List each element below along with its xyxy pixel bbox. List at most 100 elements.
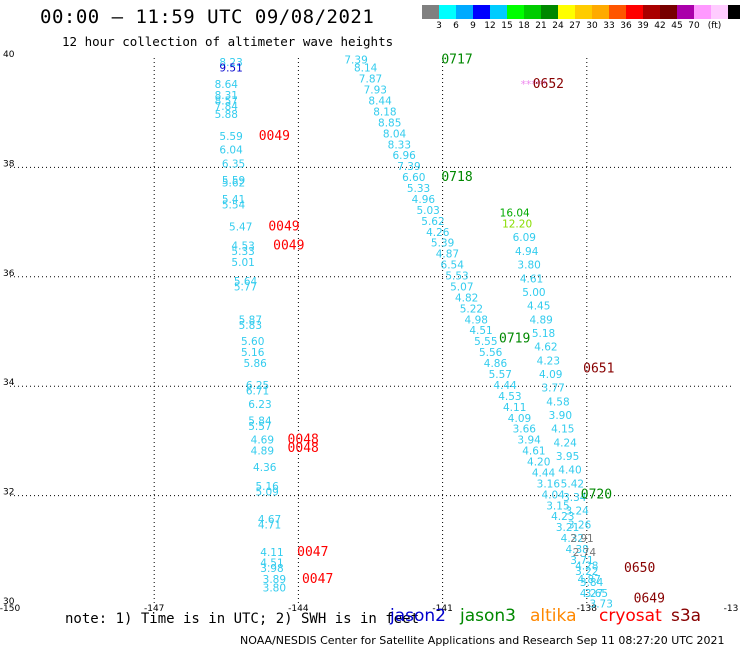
legend-swatch <box>592 5 609 19</box>
legend-swatch <box>609 5 626 19</box>
wave-height-label: 3.94 <box>517 435 541 447</box>
footer-note: note: 1) Time is in UTC; 2) SWH is in fe… <box>65 611 420 627</box>
wave-height-label: 4.36 <box>253 462 277 474</box>
wave-height-label: 5.84 <box>248 415 272 427</box>
wave-height-label: 4.86 <box>484 358 508 370</box>
wave-height-label: 5.42 <box>561 478 584 490</box>
legend-swatch <box>575 5 592 19</box>
wave-height-label: 3.73 <box>590 599 613 611</box>
track-time-label: 0048 <box>288 441 319 456</box>
track-time-label: 0652 <box>533 77 564 92</box>
wave-height-label: 4.89 <box>529 314 552 326</box>
track-time-label: 0720 <box>581 487 612 502</box>
wave-height-label: 4.45 <box>527 301 550 313</box>
legend-swatch <box>728 5 740 19</box>
wave-height-label: 4.11 <box>503 402 526 414</box>
x-tick-label: -141 <box>432 604 452 614</box>
legend-swatch <box>524 5 541 19</box>
wave-height-label: 7.84 <box>215 101 239 113</box>
wave-height-label: 8.57 <box>215 95 238 107</box>
wave-height-label: 9.51 <box>219 63 242 75</box>
wave-height-label: 16.04 <box>500 208 530 220</box>
x-tick-label: -150 <box>0 604 20 614</box>
legend-swatch <box>456 5 473 19</box>
wave-height-label: 3.80 <box>263 582 286 594</box>
wave-height-label: 4.23 <box>537 355 560 367</box>
wave-height-label: 6.23 <box>248 399 271 411</box>
legend-label: 30 <box>586 21 598 31</box>
wave-height-label: 8.04 <box>383 128 407 140</box>
wave-height-label: 3.65 <box>585 588 608 600</box>
wave-height-label: 4.23 <box>551 511 574 523</box>
wave-height-label: 4.09 <box>508 413 531 425</box>
wave-height-label: 5.16 <box>241 347 265 359</box>
track-time-label: 0650 <box>624 561 655 576</box>
wave-height-label: 5.59 <box>219 131 242 143</box>
y-tick-label: 32 <box>3 488 14 498</box>
wave-height-label: 4.27 <box>580 588 603 600</box>
wave-height-label: 5.87 <box>239 314 262 326</box>
wave-height-label: 6.09 <box>513 232 536 244</box>
wave-height-label: 8.85 <box>378 117 401 129</box>
wave-height-label: 4.61 <box>520 273 543 285</box>
legend-swatch <box>490 5 507 19</box>
x-tick-label: -144 <box>288 604 309 614</box>
wave-height-label: 4.51 <box>469 325 492 337</box>
wave-height-label: 3.34 <box>563 492 587 504</box>
wave-height-label: 4.44 <box>532 467 556 479</box>
footer-credit: NOAA/NESDIS Center for Satellite Applica… <box>240 634 725 647</box>
wave-height-label: 7.87 <box>359 74 382 86</box>
wave-height-label: 4.04 <box>541 489 565 501</box>
track-time-label: 0718 <box>441 170 472 185</box>
wave-height-label: 8.44 <box>368 95 392 107</box>
x-tick-label: -13 <box>724 604 739 614</box>
legend-swatch <box>507 5 524 19</box>
legend-label: 24 <box>552 21 564 31</box>
legend-swatch <box>473 5 490 19</box>
legend-swatch <box>439 5 456 19</box>
wave-height-label: 5.03 <box>416 205 439 217</box>
wave-height-label: 3.95 <box>556 451 579 463</box>
legend-label: 12 <box>484 21 496 31</box>
wave-height-label: 5.54 <box>222 199 246 211</box>
wave-height-label: 2.91 <box>570 533 593 545</box>
wave-height-label: 4.98 <box>465 314 488 326</box>
wave-height-label: 5.33 <box>231 246 254 258</box>
x-tick-label: -138 <box>577 604 598 614</box>
wave-height-label: 2.74 <box>573 547 597 559</box>
track-time-label: 0049 <box>259 129 290 144</box>
legend-swatch <box>694 5 711 19</box>
track-time-label: 0047 <box>297 545 328 560</box>
track-time-label: 0719 <box>499 331 530 346</box>
wave-height-label: 5.00 <box>522 287 545 299</box>
y-tick-label: 38 <box>3 159 15 169</box>
wave-height-label: 4.38 <box>565 544 588 556</box>
wave-height-label: 4.58 <box>546 396 569 408</box>
legend-label: 21 <box>535 21 547 31</box>
legend-swatch <box>677 5 694 19</box>
wave-height-label: 3.22 <box>575 566 598 578</box>
track-time-label: 0049 <box>268 219 299 234</box>
wave-height-label: 4.20 <box>527 457 550 469</box>
satellite-label-jason2: jason2 <box>390 606 446 626</box>
legend-label: 9 <box>470 21 476 31</box>
wave-height-label: 4.53 <box>498 391 521 403</box>
wave-height-label: 3.80 <box>517 260 540 272</box>
legend-swatch <box>558 5 575 19</box>
wave-height-label: 4.96 <box>412 194 436 206</box>
wave-height-label: 4.15 <box>551 424 574 436</box>
wave-height-label: 5.07 <box>450 281 473 293</box>
legend-label: 45 <box>671 21 683 31</box>
wave-height-label: 3.89 <box>263 574 286 586</box>
wave-height-label: 4.32 <box>561 533 584 545</box>
legend-label: 3 <box>436 21 442 31</box>
wave-height-label: 7.39 <box>344 54 367 66</box>
wave-height-label: 6.96 <box>392 150 416 162</box>
legend-label: 39 <box>637 21 649 31</box>
wave-height-label: 4.51 <box>260 558 283 570</box>
wave-height-label: 4.69 <box>251 435 274 447</box>
y-tick-label: 34 <box>3 378 15 388</box>
wave-height-label: 3.66 <box>513 424 537 436</box>
wave-height-label: 8.64 <box>215 79 239 91</box>
